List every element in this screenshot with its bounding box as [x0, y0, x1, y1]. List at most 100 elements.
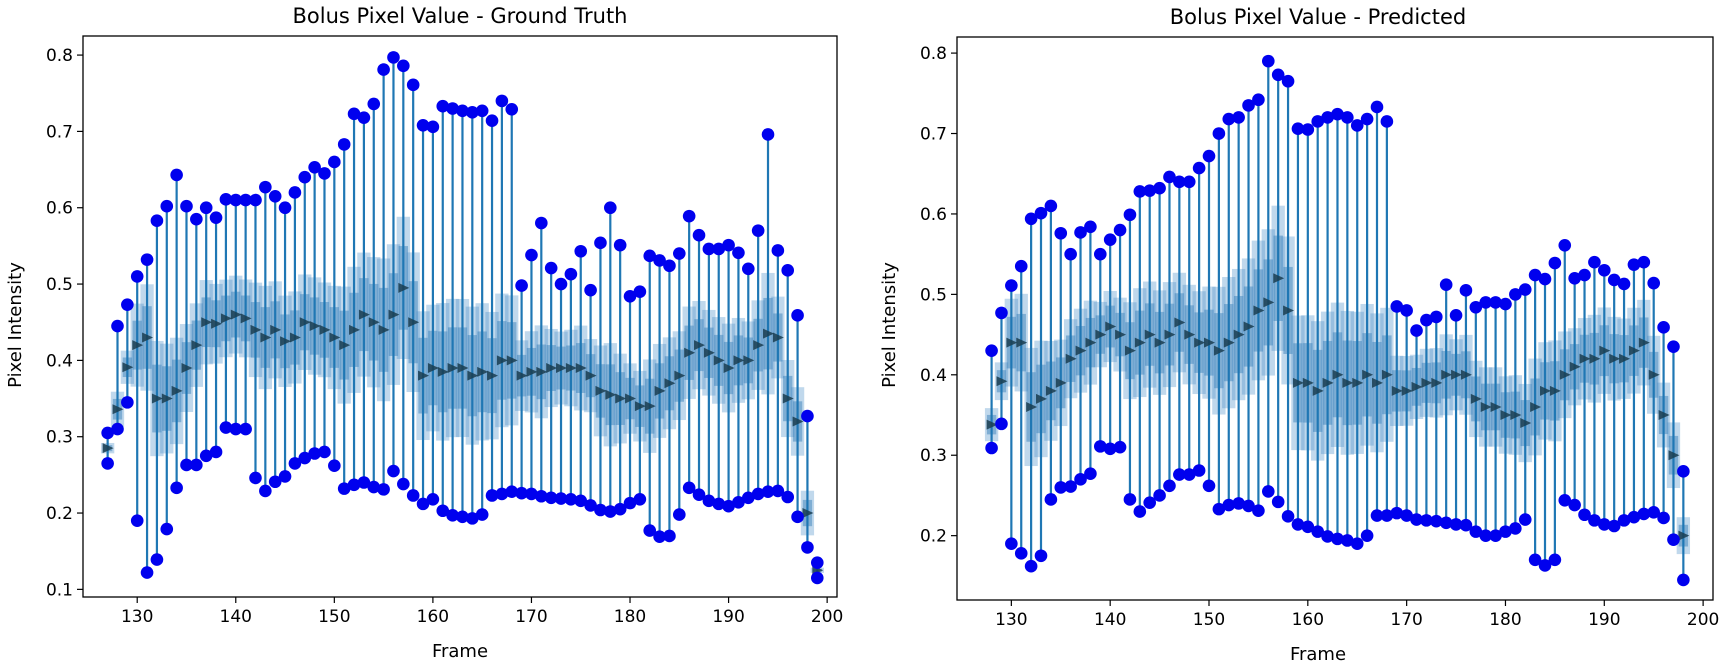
ground-truth-x-tick-label: 160: [417, 607, 449, 627]
ground-truth-min-point: [781, 490, 795, 504]
ground-truth-y-axis-label: Pixel Intensity: [5, 262, 26, 388]
predicted-min-point: [1607, 519, 1621, 533]
predicted-median-marker: [1243, 321, 1255, 332]
predicted-max-point: [1252, 93, 1265, 107]
ground-truth-max-point: [456, 104, 469, 118]
predicted-median-marker: [1362, 369, 1374, 380]
predicted-min-point: [1657, 511, 1670, 525]
ground-truth-median-marker: [713, 355, 725, 366]
predicted-max-point: [1538, 272, 1552, 286]
ground-truth-min-point: [318, 445, 331, 459]
predicted-min-point: [1291, 518, 1305, 531]
predicted-median-marker: [1441, 369, 1453, 380]
predicted-min-point: [985, 441, 998, 455]
predicted-y-tick-label: 0.7: [920, 125, 947, 145]
predicted-max-point: [1677, 465, 1690, 478]
predicted-max-point: [1469, 300, 1483, 314]
ground-truth-min-point: [101, 457, 114, 470]
ground-truth-median-marker: [201, 317, 213, 328]
ground-truth-min-point: [259, 484, 272, 498]
ground-truth-min-point: [130, 514, 144, 527]
predicted-max-point: [1459, 284, 1473, 297]
ground-truth-min-point: [170, 481, 183, 495]
ground-truth-max-point: [229, 193, 243, 207]
ground-truth-max-point: [692, 228, 706, 242]
predicted-median-marker: [1510, 410, 1522, 421]
ground-truth-max-point: [268, 189, 282, 203]
predicted-min-point: [1261, 485, 1275, 498]
predicted-max-point: [1192, 161, 1206, 175]
ground-truth-max-point: [604, 201, 617, 215]
ground-truth-min-point: [751, 487, 765, 501]
ground-truth-median-marker: [299, 317, 311, 328]
predicted-median-marker: [1668, 450, 1680, 461]
predicted-max-point: [1429, 310, 1443, 324]
predicted-min-point: [1242, 499, 1255, 513]
ground-truth-median-marker: [171, 385, 183, 396]
ground-truth-max-point: [505, 102, 519, 116]
predicted-min-point: [1627, 510, 1641, 524]
ground-truth-median-marker: [358, 309, 370, 320]
ground-truth-max-point: [810, 556, 824, 569]
predicted-min-point: [1677, 573, 1690, 587]
predicted-median-marker: [1638, 337, 1650, 348]
ground-truth-min-point: [239, 422, 252, 436]
predicted-max-point: [1370, 100, 1384, 114]
ground-truth-max-point: [101, 426, 114, 440]
ground-truth-max-point: [298, 170, 312, 184]
ground-truth-median-marker: [477, 366, 489, 377]
predicted-median-marker: [1431, 377, 1443, 388]
ground-truth-min-point: [741, 491, 755, 505]
ground-truth-median-marker: [526, 366, 538, 377]
ground-truth-median-marker: [792, 416, 804, 427]
predicted-min-point: [1212, 502, 1226, 516]
predicted-y-tick-label: 0.2: [920, 527, 947, 547]
predicted-min-point: [1301, 520, 1315, 534]
ground-truth-max-point: [150, 214, 164, 228]
ground-truth-min-point: [298, 451, 312, 465]
predicted-median-marker: [1036, 393, 1047, 404]
predicted-min-point: [1489, 529, 1502, 542]
ground-truth-max-point: [613, 238, 627, 252]
ground-truth-title: Bolus Pixel Value - Ground Truth: [292, 4, 627, 28]
ground-truth-x-tick-label: 200: [811, 607, 843, 627]
predicted-max-point: [1301, 123, 1315, 136]
ground-truth-min-point: [475, 508, 489, 521]
predicted-min-point: [1093, 440, 1107, 453]
ground-truth-max-point: [761, 128, 775, 141]
predicted-min-point: [1252, 504, 1265, 518]
ground-truth-median-marker: [595, 385, 607, 396]
ground-truth-min-point: [190, 458, 203, 472]
ground-truth-max-point: [170, 168, 183, 182]
predicted-max-point: [1182, 175, 1196, 189]
ground-truth-max-point: [446, 102, 459, 115]
ground-truth-median-marker: [703, 347, 715, 358]
predicted-min-point: [1390, 506, 1404, 520]
ground-truth-min-point: [584, 499, 597, 512]
ground-truth-median-marker: [565, 363, 577, 374]
ground-truth-min-point: [347, 478, 361, 492]
ground-truth-median-marker: [427, 363, 439, 374]
ground-truth-min-point: [732, 496, 745, 509]
ground-truth-max-point: [495, 94, 509, 108]
ground-truth-max-point: [219, 193, 233, 206]
ground-truth-median-marker: [122, 362, 134, 373]
ground-truth-max-point: [466, 106, 479, 119]
ground-truth-min-point: [456, 510, 469, 524]
ground-truth-min-point: [446, 509, 459, 522]
ground-truth-max-point: [387, 51, 400, 64]
ground-truth-min-point: [663, 529, 676, 543]
ground-truth-min-point: [712, 497, 726, 511]
predicted-x-tick-label: 190: [1588, 610, 1620, 630]
ground-truth-max-point: [535, 216, 548, 230]
predicted-min-point: [1449, 518, 1463, 531]
predicted-min-point: [1429, 514, 1443, 528]
predicted-min-point: [1084, 467, 1097, 481]
ground-truth-median-marker: [260, 332, 272, 343]
ground-truth-median-marker: [575, 363, 587, 374]
ground-truth-max-point: [732, 246, 745, 260]
ground-truth-max-point: [259, 180, 272, 194]
ground-truth-median-marker: [457, 363, 469, 374]
ground-truth-max-point: [554, 277, 568, 291]
